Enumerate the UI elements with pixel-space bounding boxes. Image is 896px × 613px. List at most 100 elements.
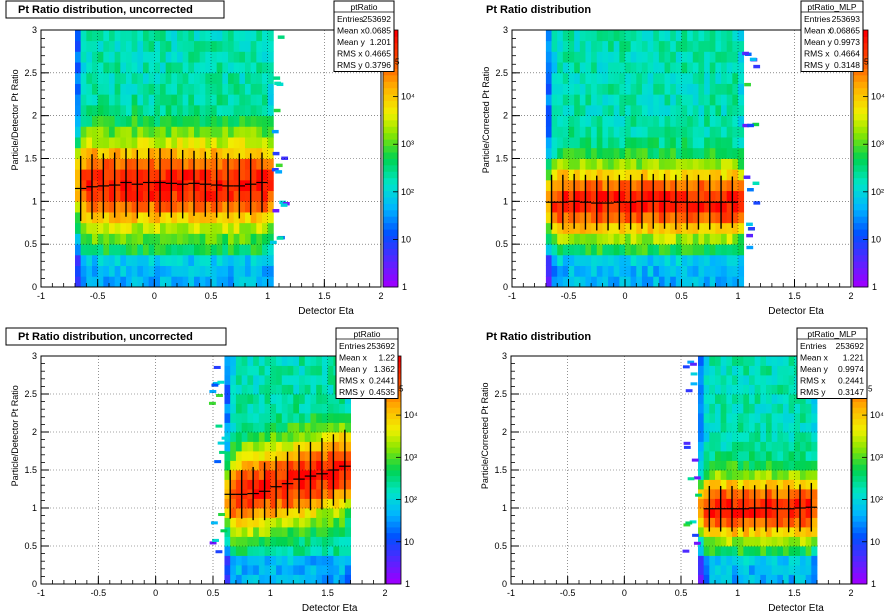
heatmap-cell <box>224 536 231 547</box>
heatmap-cell <box>568 147 575 159</box>
heatmap-cell <box>160 147 167 159</box>
heatmap-cell <box>715 233 722 245</box>
heatmap-cell <box>754 394 761 404</box>
heatmap-cell <box>760 555 767 566</box>
heatmap-cell <box>709 30 716 42</box>
heatmap-cell <box>811 527 818 537</box>
heatmap-cell <box>794 508 801 518</box>
heatmap-cell <box>720 536 727 547</box>
outlier-cell <box>685 521 693 525</box>
heatmap-cell <box>726 460 733 471</box>
heatmap-cell <box>692 169 699 181</box>
heatmap-cell <box>224 403 231 414</box>
heatmap-cell <box>709 62 716 74</box>
heatmap-cell <box>726 574 733 585</box>
heatmap-cell <box>228 83 235 95</box>
heatmap-cell <box>304 527 311 537</box>
heatmap-cell <box>222 190 229 202</box>
z-tick-label: 10³ <box>870 452 883 462</box>
heatmap-cell <box>703 422 710 433</box>
heatmap-cell <box>641 222 648 234</box>
heatmap-cell <box>709 158 716 170</box>
heatmap-cell <box>264 565 271 575</box>
z-scale-bin <box>852 498 867 505</box>
heatmap-cell <box>602 83 609 95</box>
heatmap-cell <box>270 394 277 404</box>
heatmap-cell <box>92 179 99 192</box>
heatmap-cell <box>726 441 733 452</box>
outlier-cell <box>753 201 761 205</box>
heatmap-cell <box>551 30 558 42</box>
heatmap-cell <box>664 126 671 138</box>
heatmap-cell <box>262 30 269 42</box>
heatmap-cell <box>653 115 660 127</box>
heatmap-cell <box>726 94 733 106</box>
heatmap-cell <box>262 40 269 52</box>
heatmap-cell <box>692 62 699 74</box>
heatmap-cell <box>625 276 632 288</box>
heatmap-cell <box>270 365 277 376</box>
z-scale-bin <box>852 561 867 568</box>
heatmap-cell <box>171 222 178 234</box>
heatmap-cell <box>805 527 812 537</box>
heatmap-cell <box>715 422 722 433</box>
heatmap-cell <box>333 508 340 518</box>
heatmap-cell <box>777 403 784 414</box>
heatmap-cell <box>264 441 271 452</box>
heatmap-cell <box>670 222 677 234</box>
heatmap-cell <box>681 254 688 266</box>
heatmap-cell <box>235 451 243 461</box>
heatmap-cell <box>80 147 87 159</box>
heatmap-cell <box>97 254 104 266</box>
heatmap-cell <box>92 104 99 117</box>
heatmap-cell <box>293 460 300 471</box>
heatmap-cell <box>783 403 790 414</box>
heatmap-cell <box>109 244 116 256</box>
heatmap-cell <box>771 527 778 537</box>
heatmap-cell <box>692 233 699 245</box>
heatmap-cell <box>211 158 218 170</box>
heatmap-cell <box>551 254 558 266</box>
heatmap-cell <box>256 233 263 245</box>
heatmap-cell <box>704 276 711 288</box>
heatmap-cell <box>574 276 581 288</box>
heatmap-cell <box>103 212 110 224</box>
heatmap-cell <box>276 451 283 461</box>
heatmap-cell <box>222 126 229 138</box>
z-scale-bin <box>853 87 868 95</box>
heatmap-cell <box>568 104 575 117</box>
heatmap-cell <box>692 30 699 42</box>
heatmap-cell <box>276 527 283 537</box>
z-exponent-label: 5 <box>864 58 869 67</box>
heatmap-cell <box>636 169 643 181</box>
heatmap-cell <box>92 137 99 149</box>
heatmap-cell <box>726 432 733 442</box>
heatmap-cell <box>681 115 688 127</box>
heatmap-cell <box>228 233 235 245</box>
heatmap-cell <box>344 470 351 480</box>
heatmap-cell <box>250 276 257 288</box>
heatmap-cell <box>687 179 694 192</box>
heatmap-cell <box>304 432 311 442</box>
outlier-cell <box>691 458 699 462</box>
outlier-cell <box>220 529 228 533</box>
heatmap-cell <box>333 527 340 537</box>
heatmap-cell <box>568 169 575 181</box>
heatmap-cell <box>143 104 150 117</box>
heatmap-cell <box>703 479 710 490</box>
heatmap-cell <box>321 432 329 442</box>
heatmap-cell <box>811 574 818 585</box>
heatmap-cell <box>92 83 99 95</box>
heatmap-cell <box>310 498 317 509</box>
heatmap-cell <box>154 254 161 266</box>
heatmap-cell <box>681 244 688 256</box>
heatmap-cell <box>256 40 263 52</box>
heatmap-cell <box>92 190 99 202</box>
heatmap-cell <box>738 169 745 181</box>
heatmap-cell <box>562 51 569 63</box>
heatmap-cell <box>304 460 311 471</box>
heatmap-cell <box>205 126 212 138</box>
heatmap-cell <box>658 212 665 224</box>
heatmap-cell <box>551 115 558 127</box>
heatmap-cell <box>321 574 329 585</box>
